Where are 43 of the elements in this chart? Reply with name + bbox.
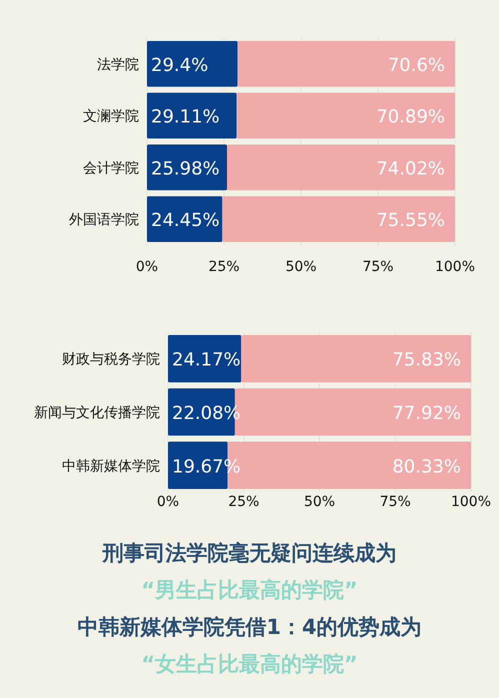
bar bbox=[236, 92, 455, 138]
data-label: 74.02% bbox=[376, 158, 445, 180]
x-tick-label: 50% bbox=[285, 259, 317, 275]
data-label: 75.55% bbox=[376, 210, 445, 232]
x-tick-label: 75% bbox=[362, 259, 394, 275]
text: “男生占比最高的学院” bbox=[141, 578, 358, 602]
text: 中韩新媒体学院凭借1：4的优势成为 bbox=[77, 615, 422, 639]
x-tick-label: 50% bbox=[304, 494, 336, 510]
y-tick-label: 财政与税务学院 bbox=[62, 352, 160, 368]
bar bbox=[147, 144, 228, 190]
bar bbox=[147, 92, 237, 138]
data-label: 80.33% bbox=[392, 456, 461, 478]
bar bbox=[168, 335, 242, 382]
text: 刑事司法学院毫无疑问连续成为 bbox=[102, 541, 396, 565]
y-tick-label: 文澜学院 bbox=[83, 108, 139, 125]
data-label: 24.17% bbox=[172, 350, 241, 371]
data-label: 25.98% bbox=[151, 158, 220, 180]
bar bbox=[238, 41, 455, 87]
bar bbox=[222, 196, 455, 242]
x-tick-label: 0% bbox=[136, 259, 158, 275]
data-label: 70.6% bbox=[388, 54, 445, 76]
data-label: 29.4% bbox=[151, 54, 208, 76]
data-label: 70.89% bbox=[376, 106, 445, 128]
text: “女生占比最高的学院” bbox=[141, 652, 358, 676]
data-label: 24.45% bbox=[151, 210, 220, 232]
data-label: 77.92% bbox=[392, 403, 461, 424]
bar bbox=[147, 196, 222, 242]
x-tick-label: 75% bbox=[380, 494, 411, 510]
y-tick-label: 外国语学院 bbox=[69, 212, 139, 228]
bar bbox=[147, 41, 238, 87]
x-tick-label: 100% bbox=[434, 259, 476, 275]
y-tick-label: 新闻与文化传播学院 bbox=[34, 405, 160, 421]
x-tick-label: 0% bbox=[156, 494, 180, 510]
y-tick-label: 会计学院 bbox=[83, 160, 139, 176]
x-tick-label: 100% bbox=[450, 494, 492, 510]
data-label: 29.11% bbox=[151, 106, 220, 128]
y-tick-label: 法学院 bbox=[97, 56, 139, 73]
y-tick-label: 中韩新媒体学院 bbox=[62, 458, 160, 474]
x-tick-label: 25% bbox=[208, 259, 240, 275]
x-tick-label: 25% bbox=[228, 494, 260, 510]
data-label: 75.83% bbox=[392, 350, 461, 371]
bar bbox=[227, 144, 455, 190]
bar bbox=[241, 335, 471, 382]
